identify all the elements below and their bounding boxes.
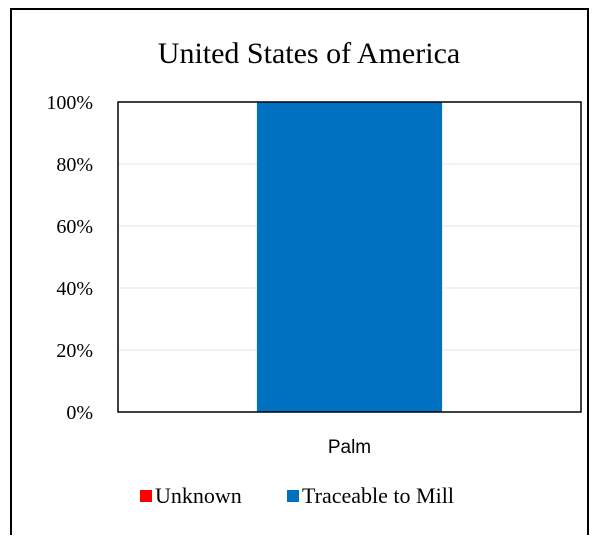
y-tick-label: 80% — [56, 154, 93, 176]
x-axis-labels: Palm — [328, 437, 371, 458]
y-tick-label: 20% — [56, 340, 93, 362]
y-tick-label: 40% — [56, 278, 93, 300]
legend-swatch — [287, 490, 299, 502]
bars — [256, 102, 443, 412]
plot-area-border — [117, 101, 582, 413]
legend: Unknown Traceable to Mill — [140, 483, 454, 508]
legend-label: Unknown — [155, 483, 242, 508]
y-tick-label: 60% — [56, 216, 93, 238]
y-axis-ticks: 0% 20% 40% 60% 80% 100% — [46, 92, 93, 424]
y-tick-label: 100% — [46, 92, 93, 114]
y-tick-label: 0% — [66, 402, 93, 424]
x-category-label: Palm — [328, 437, 371, 458]
bar-segment — [256, 102, 443, 412]
legend-label: Traceable to Mill — [302, 483, 454, 508]
chart-title: United States of America — [158, 37, 460, 70]
legend-swatch — [140, 490, 152, 502]
chart-frame — [10, 8, 589, 535]
